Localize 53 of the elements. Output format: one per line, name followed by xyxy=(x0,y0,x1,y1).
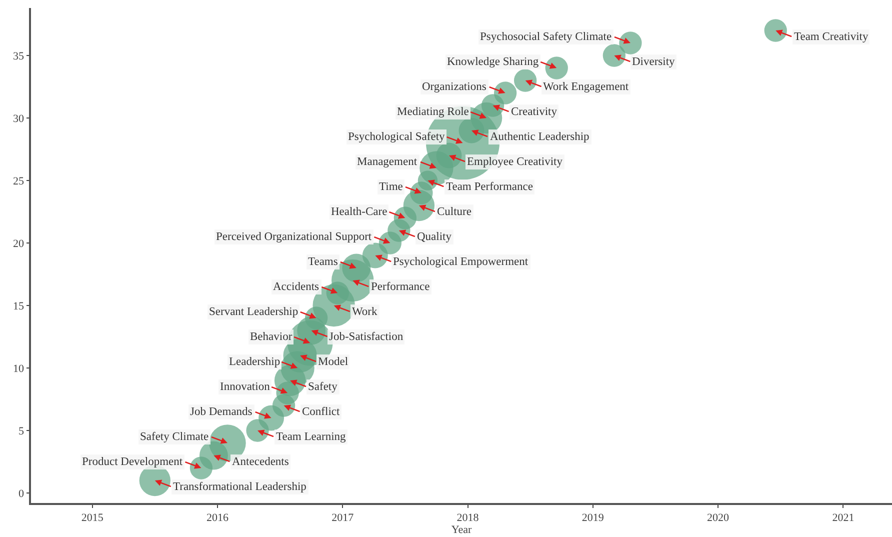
annotation: Psychosocial Safety Climate xyxy=(480,31,612,43)
annotation: Model xyxy=(318,356,348,368)
annotation: Organizations xyxy=(422,81,487,93)
annotation: Accidents xyxy=(273,281,320,293)
x-tick-label: 2020 xyxy=(707,512,730,524)
y-tick-label: 5 xyxy=(18,425,25,438)
annotation: Quality xyxy=(417,231,452,243)
annotation: Antecedents xyxy=(232,456,290,468)
annotation: Behavior xyxy=(250,331,292,343)
annotation: Team Performance xyxy=(446,181,533,193)
annotation: Team Creativity xyxy=(794,31,868,43)
annotation: Servant Leadership xyxy=(209,306,298,318)
annotation: Job-Satisfaction xyxy=(329,331,404,343)
annotation: Authentic Leadership xyxy=(490,131,590,143)
annotation: Management xyxy=(357,156,418,168)
x-tick-label: 2017 xyxy=(332,512,354,524)
annotation: Time xyxy=(379,181,403,193)
annotation: Performance xyxy=(371,281,430,293)
annotation: Employee Creativity xyxy=(467,156,563,168)
annotation: Perceived Organizational Support xyxy=(216,231,372,243)
annotation: Safety xyxy=(308,381,338,393)
annotation: Psychological Safety xyxy=(348,131,446,143)
annotation: Product Development xyxy=(82,456,184,468)
annotation: Culture xyxy=(437,206,472,218)
annotation: Innovation xyxy=(220,381,270,393)
x-tick-label: 2015 xyxy=(81,512,104,524)
annotation: Work xyxy=(352,306,378,318)
x-tick-label: 2021 xyxy=(832,512,854,524)
annotation: Safety Climate xyxy=(140,431,209,443)
annotation: Transformational Leadership xyxy=(173,481,307,493)
annotation: Knowledge Sharing xyxy=(447,56,539,68)
y-tick-label: 35 xyxy=(13,50,25,62)
annotation: Psychological Empowerment xyxy=(393,256,529,268)
y-tick-label: 10 xyxy=(13,362,25,375)
annotation: Health-Care xyxy=(331,206,388,218)
annotation: Conflict xyxy=(302,406,340,418)
y-tick-label: 15 xyxy=(13,300,25,312)
y-tick-label: 0 xyxy=(18,488,25,500)
annotation: Creativity xyxy=(511,106,558,118)
annotation: Teams xyxy=(308,256,338,268)
y-tick-label: 20 xyxy=(13,238,25,250)
annotation: Diversity xyxy=(632,56,676,68)
x-axis-title: Year xyxy=(451,524,472,536)
x-tick-label: 2016 xyxy=(206,512,229,524)
y-tick-label: 25 xyxy=(13,175,25,188)
annotation: Job Demands xyxy=(190,406,253,418)
y-tick-label: 30 xyxy=(13,112,25,125)
annotation: Work Engagement xyxy=(543,81,630,93)
annotation: Mediating Role xyxy=(397,106,469,118)
x-tick-label: 2019 xyxy=(582,512,604,524)
x-tick-label: 2018 xyxy=(456,512,480,524)
annotation: Leadership xyxy=(229,356,280,368)
annotation: Team Learning xyxy=(276,431,346,443)
